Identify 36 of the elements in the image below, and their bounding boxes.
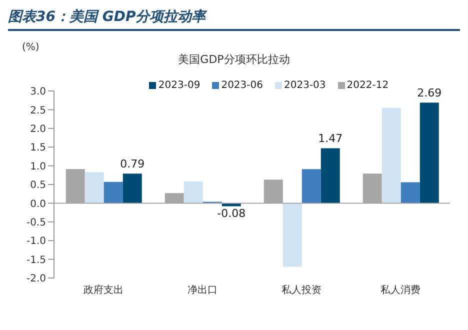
data-label: -0.08	[217, 207, 246, 220]
data-label: 0.79	[120, 158, 145, 171]
y-tick-label: 0.0	[30, 198, 46, 210]
y-tick-label: 0.5	[30, 180, 46, 192]
bar	[184, 182, 203, 204]
bar	[320, 148, 340, 204]
y-tick-label: 1.5	[30, 142, 46, 154]
x-tick-label: 私人消费	[380, 284, 420, 296]
y-tick-label: -2.0	[26, 274, 46, 285]
legend-label: 2022-12	[346, 80, 389, 91]
bar	[104, 182, 123, 204]
y-tick-label: -0.5	[26, 217, 46, 228]
bar	[122, 174, 142, 204]
bar	[302, 169, 321, 204]
bar	[84, 172, 104, 204]
legend-label: 2023-06	[220, 80, 263, 91]
bar	[282, 203, 302, 267]
x-tick-label: 净出口	[188, 284, 218, 296]
bar	[382, 108, 401, 204]
chart-title: 图表36：美国 GDP分项拉动率	[8, 8, 460, 31]
bar	[420, 102, 439, 204]
x-tick-label: 私人投资	[282, 284, 322, 296]
chart-subtitle: 美国GDP分项环比拉动	[177, 52, 291, 67]
y-tick-label: 1.0	[30, 161, 46, 172]
data-label: 2.69	[417, 86, 442, 100]
bar	[400, 182, 420, 204]
x-tick-label: 政府支出	[84, 284, 124, 296]
y-axis-title: (%)	[22, 42, 40, 53]
y-tick-label: 3.0	[30, 86, 46, 98]
legend-label: 2023-03	[283, 80, 326, 91]
data-label: 1.47	[318, 132, 343, 146]
legend-label: 2023-09	[157, 80, 200, 91]
y-tick-label: -1.5	[26, 254, 46, 266]
y-tick-label: 2.0	[30, 124, 46, 135]
y-tick-label: 2.5	[30, 105, 46, 116]
y-tick-label: -1.0	[26, 236, 46, 248]
